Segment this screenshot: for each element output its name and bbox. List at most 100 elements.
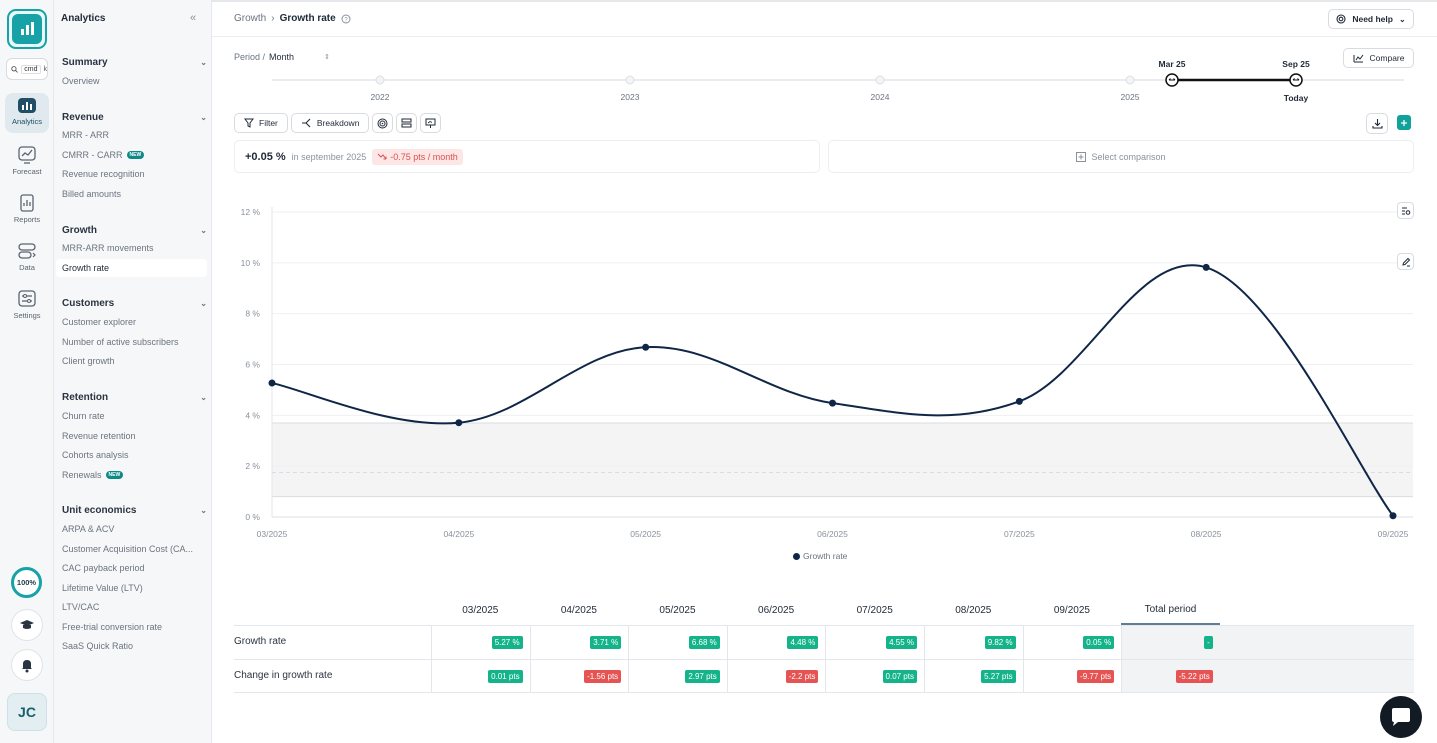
- rail-item-label: Forecast: [12, 167, 42, 176]
- sidebar-item-billed-amounts[interactable]: Billed amounts: [62, 189, 122, 199]
- sidebar-item-quick-ratio[interactable]: SaaS Quick Ratio: [62, 641, 134, 651]
- filter-button[interactable]: Filter: [234, 113, 288, 133]
- chart-icon: [18, 98, 36, 113]
- app-logo[interactable]: [7, 9, 47, 49]
- value-pill: -9.77 pts: [1077, 670, 1115, 683]
- add-box-icon: [1076, 151, 1087, 162]
- rail-item-forecast[interactable]: Forecast: [5, 141, 49, 181]
- sidebar-item-revenue-recognition[interactable]: Revenue recognition: [62, 169, 145, 179]
- sidebar-item-growth-rate[interactable]: Growth rate: [56, 259, 207, 277]
- section-header[interactable]: Revenue ⌄: [62, 111, 207, 123]
- new-badge: NEW: [126, 151, 145, 159]
- pencil-icon: [1401, 257, 1410, 266]
- sidebar-item-churn-rate[interactable]: Churn rate: [62, 411, 105, 421]
- section-growth: Growth ⌄ MRR-ARR movements Growth rate: [56, 223, 207, 277]
- need-help-button[interactable]: Need help ⌄: [1328, 9, 1414, 29]
- chart-legend[interactable]: Growth rate: [793, 551, 847, 561]
- table-cell: -1.56 pts: [529, 660, 629, 693]
- period-selector[interactable]: Period / Month ⇕: [234, 52, 330, 62]
- window-top-border: [0, 0, 1437, 2]
- breakdown-icon: [301, 118, 311, 128]
- table-cell: -: [1121, 626, 1220, 659]
- chat-support-button[interactable]: [1380, 696, 1422, 738]
- sidebar-item-active-subscribers[interactable]: Number of active subscribers: [62, 337, 179, 347]
- present-button[interactable]: [420, 113, 442, 133]
- sidebar-item-ltv[interactable]: Lifetime Value (LTV): [62, 583, 143, 593]
- sidebar-item-cac-payback[interactable]: CAC payback period: [62, 563, 145, 573]
- rail-item-analytics[interactable]: Analytics: [5, 93, 49, 133]
- timeline-year-label: 2024: [870, 92, 890, 102]
- current-stat-card: +0.05 % in september 2025 -0.75 pts / mo…: [234, 140, 820, 173]
- y-tick-label: 2 %: [245, 461, 260, 471]
- sidebar-item-customer-explorer[interactable]: Customer explorer: [62, 317, 137, 327]
- value-pill: 9.82 %: [984, 636, 1016, 649]
- column-header: 07/2025: [856, 605, 893, 616]
- y-tick-label: 12 %: [241, 207, 261, 217]
- sidebar-item-revenue-retention[interactable]: Revenue retention: [62, 431, 136, 441]
- layout-button[interactable]: [396, 113, 418, 133]
- sidebar-item-cac[interactable]: Customer Acquisition Cost (CA...: [62, 544, 194, 554]
- breakdown-button[interactable]: Breakdown: [290, 113, 370, 133]
- section-revenue: Revenue ⌄ MRR - ARR CMRR - CARR NEW Revenu…: [62, 110, 207, 200]
- x-tick-label: 03/2025: [257, 529, 288, 539]
- sidebar-item-overview[interactable]: Overview: [62, 76, 100, 86]
- target-icon: [377, 118, 388, 128]
- sidebar-item-cohorts-analysis[interactable]: Cohorts analysis: [62, 450, 129, 460]
- select-comparison-card[interactable]: Select comparison: [828, 140, 1414, 173]
- sidebar-item-free-trial[interactable]: Free-trial conversion rate: [62, 622, 163, 632]
- sidebar-item-cmrr-carr[interactable]: CMRR - CARR NEW: [62, 150, 145, 160]
- column-header: 03/2025: [462, 605, 499, 616]
- avatar[interactable]: JC: [7, 693, 47, 731]
- column-header: 08/2025: [955, 605, 992, 616]
- sidebar-item-mrr-arr[interactable]: MRR - ARR: [62, 130, 109, 140]
- column-header: Total period: [1121, 596, 1220, 625]
- data-point: [829, 399, 836, 407]
- collapse-sidebar-icon[interactable]: «: [190, 12, 197, 24]
- annotate-chart-button[interactable]: [1397, 253, 1414, 270]
- help-circle-icon[interactable]: ?: [341, 14, 351, 24]
- add-to-report-button[interactable]: [1397, 115, 1411, 130]
- rail-item-settings[interactable]: Settings: [5, 285, 49, 325]
- section-customers: Customers ⌄ Customer explorer Number of a…: [62, 296, 207, 367]
- section-header[interactable]: Unit economics ⌄: [62, 504, 207, 516]
- academy-button[interactable]: [11, 609, 43, 641]
- onboarding-progress[interactable]: 100%: [10, 566, 43, 599]
- section-header[interactable]: Retention ⌄: [62, 391, 207, 403]
- compare-button[interactable]: Compare: [1343, 48, 1414, 68]
- rail-item-reports[interactable]: Reports: [5, 189, 49, 229]
- rail-item-label: Data: [19, 263, 35, 272]
- rail-item-data[interactable]: Data: [5, 237, 49, 277]
- x-tick-label: 08/2025: [1191, 529, 1222, 539]
- sidebar-item-ltv-cac[interactable]: LTV/CAC: [62, 602, 100, 612]
- command-search[interactable]: cmd k: [6, 58, 48, 80]
- section-header[interactable]: Summary ⌄: [62, 56, 207, 68]
- new-badge: NEW: [105, 471, 124, 479]
- plus-icon: [1401, 119, 1407, 126]
- table-divider: [234, 625, 1414, 626]
- sidebar-item-mrr-arr-movements[interactable]: MRR-ARR movements: [62, 243, 154, 253]
- lifebuoy-icon: [1336, 14, 1346, 24]
- period-value[interactable]: Month: [269, 52, 295, 62]
- value-pill: 4.55 %: [886, 636, 917, 649]
- table-cell: 0.07 pts: [825, 660, 924, 693]
- sidebar-item-client-growth[interactable]: Client growth: [62, 356, 115, 366]
- chevron-down-icon: ⌄: [200, 505, 207, 515]
- column-header: 04/2025: [560, 605, 597, 616]
- sidebar-item-arpa-acv[interactable]: ARPA & ACV: [62, 524, 115, 534]
- breadcrumb-parent[interactable]: Growth: [234, 13, 267, 24]
- y-tick-label: 10 %: [241, 258, 261, 268]
- chevron-down-icon: ⌄: [200, 298, 207, 308]
- notifications-button[interactable]: [11, 649, 43, 681]
- section-header[interactable]: Growth ⌄: [62, 224, 207, 236]
- breadcrumb: Growth › Growth rate ?: [234, 13, 351, 24]
- top-bar: Growth › Growth rate ? Need help ⌄: [212, 0, 1437, 37]
- section-header[interactable]: Customers ⌄: [62, 297, 207, 309]
- sidebar-item-renewals[interactable]: Renewals NEW: [62, 470, 124, 480]
- target-button[interactable]: [372, 113, 394, 133]
- chevron-down-icon: ⌄: [200, 392, 207, 402]
- table-cell: 9.82 %: [924, 626, 1023, 659]
- zoom-chart-button[interactable]: [1397, 202, 1414, 219]
- x-tick-label: 04/2025: [443, 529, 474, 539]
- download-button[interactable]: [1366, 113, 1388, 134]
- presentation-icon: [425, 118, 436, 128]
